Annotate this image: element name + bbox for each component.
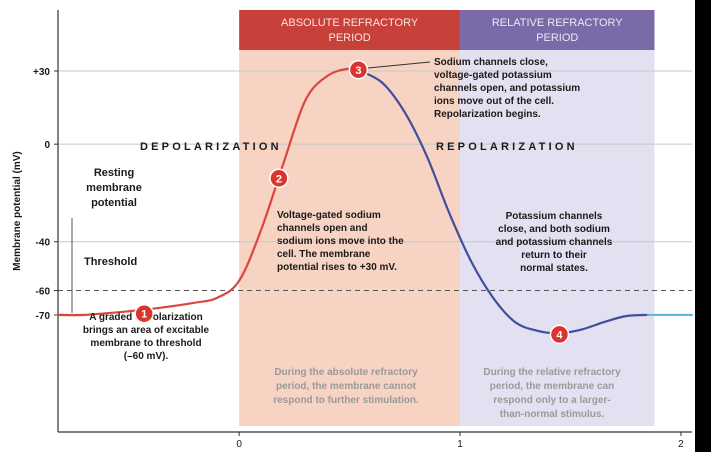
y-axis-label: Membrane potential (mV) <box>12 151 23 270</box>
step3-text-line-3: channels open, and potassium <box>434 83 580 94</box>
step4-text-line-3: and potassium channels <box>496 237 613 248</box>
step1-text-line-4: (–60 mV). <box>124 351 169 362</box>
relative-note-line-2: period, the membrane can <box>490 381 614 392</box>
resting-label-line-1: Resting <box>94 167 134 179</box>
relative-note-line-4: than-normal stimulus. <box>500 409 605 420</box>
series-depolarization <box>56 67 362 317</box>
step-marker-4 <box>549 324 570 345</box>
relative-note-line-3: respond only to a larger- <box>493 395 610 406</box>
step2-text-line-4: cell. The membrane <box>277 249 371 260</box>
step3-text-line-4: ions move out of the cell. <box>434 96 554 107</box>
phase-label-depolarization: DEPOLARIZATION <box>140 141 282 153</box>
step3-leader <box>367 61 431 69</box>
relative-period-label-line-1: RELATIVE REFRACTORY <box>492 17 623 29</box>
y-tick-label-0: +30 <box>33 67 50 78</box>
y-tick-label-4: -70 <box>36 311 51 322</box>
relative-note-line-1: During the relative refractory <box>483 367 621 378</box>
absolute-note-line-1: During the absolute refractory <box>274 367 418 378</box>
resting-label-line-3: potential <box>91 197 137 209</box>
step2-text-line-2: channels open and <box>277 223 368 234</box>
step2-text-line-5: potential rises to +30 mV. <box>277 262 397 273</box>
step-marker-label-4: 4 <box>556 329 563 341</box>
step-marker-label-3: 3 <box>355 65 361 77</box>
step3-text-line-1: Sodium channels close, <box>434 57 548 68</box>
step-marker-1 <box>134 303 154 324</box>
y-tick-label-2: -40 <box>36 238 51 249</box>
series-repolarization <box>359 69 649 335</box>
absolute-period-label-line-1: ABSOLUTE REFRACTORY <box>281 17 419 29</box>
absolute-period-label-line-2: PERIOD <box>329 32 371 44</box>
step4-text-line-4: return to their <box>521 250 587 261</box>
relative-refractory-banner <box>460 10 655 50</box>
step2-text-line-3: sodium ions move into the <box>277 236 404 247</box>
absolute-note-line-3: respond to further stimulation. <box>273 395 419 406</box>
relative-period-label-line-2: PERIOD <box>536 32 578 44</box>
step-marker-2 <box>269 168 289 189</box>
resting-label-line-2: membrane <box>86 182 142 194</box>
step-marker-3 <box>348 60 369 80</box>
y-tick-label-3: -60 <box>36 287 51 298</box>
step3-text-line-5: Repolarization begins. <box>434 109 541 120</box>
phase-label-repolarization: REPOLARIZATION <box>436 141 578 153</box>
x-tick-label-1: 1 <box>457 439 463 450</box>
step4-text-line-2: close, and both sodium <box>498 224 610 235</box>
step-marker-label-1: 1 <box>141 309 147 321</box>
step1-text-line-2: brings an area of excitable <box>83 325 210 336</box>
absolute-refractory-region <box>239 48 461 426</box>
step1-text-line-3: membrane to threshold <box>90 338 201 349</box>
right-edge-bar <box>695 0 711 452</box>
y-tick-label-1: 0 <box>44 140 50 151</box>
step-marker-label-2: 2 <box>276 173 282 185</box>
step4-text-line-5: normal states. <box>520 263 588 274</box>
absolute-refractory-banner <box>239 10 461 50</box>
step2-text-line-1: Voltage-gated sodium <box>277 210 381 221</box>
step4-text-line-1: Potassium channels <box>506 211 603 222</box>
threshold-label: Threshold <box>84 256 137 268</box>
step3-text-line-2: voltage-gated potassium <box>434 70 552 81</box>
x-tick-label-2: 2 <box>678 439 684 450</box>
absolute-note-line-2: period, the membrane cannot <box>276 381 417 392</box>
relative-refractory-region <box>460 48 655 426</box>
x-tick-label-0: 0 <box>236 439 242 450</box>
